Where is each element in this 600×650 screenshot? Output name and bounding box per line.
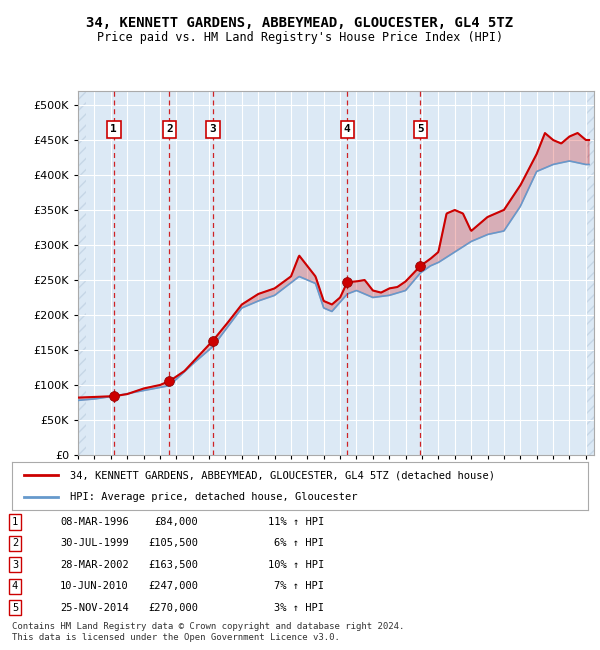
Text: £163,500: £163,500 [148,560,198,570]
Text: 28-MAR-2002: 28-MAR-2002 [60,560,129,570]
Text: 34, KENNETT GARDENS, ABBEYMEAD, GLOUCESTER, GL4 5TZ: 34, KENNETT GARDENS, ABBEYMEAD, GLOUCEST… [86,16,514,31]
Text: 5: 5 [12,603,18,613]
Text: 6% ↑ HPI: 6% ↑ HPI [274,538,324,549]
Point [208,335,218,346]
Text: 4: 4 [344,125,350,135]
Text: 5: 5 [417,125,424,135]
Text: 34, KENNETT GARDENS, ABBEYMEAD, GLOUCESTER, GL4 5TZ (detached house): 34, KENNETT GARDENS, ABBEYMEAD, GLOUCEST… [70,470,494,480]
Text: 25-NOV-2014: 25-NOV-2014 [60,603,129,613]
Point [343,277,352,287]
Text: 11% ↑ HPI: 11% ↑ HPI [268,517,324,527]
Text: 3: 3 [209,125,217,135]
Text: 4: 4 [12,581,18,592]
Text: £247,000: £247,000 [148,581,198,592]
Text: 7% ↑ HPI: 7% ↑ HPI [274,581,324,592]
Text: 1: 1 [12,517,18,527]
Point [109,391,119,402]
Point [164,376,174,386]
Text: 3: 3 [12,560,18,570]
Text: £84,000: £84,000 [154,517,198,527]
Text: HPI: Average price, detached house, Gloucester: HPI: Average price, detached house, Glou… [70,491,357,502]
Text: 1: 1 [110,125,117,135]
Text: Contains HM Land Registry data © Crown copyright and database right 2024.
This d: Contains HM Land Registry data © Crown c… [12,622,404,642]
Text: £105,500: £105,500 [148,538,198,549]
Text: 08-MAR-1996: 08-MAR-1996 [60,517,129,527]
Text: 2: 2 [12,538,18,549]
Text: Price paid vs. HM Land Registry's House Price Index (HPI): Price paid vs. HM Land Registry's House … [97,31,503,44]
Text: 10% ↑ HPI: 10% ↑ HPI [268,560,324,570]
Text: 2: 2 [166,125,173,135]
Text: £270,000: £270,000 [148,603,198,613]
Text: 10-JUN-2010: 10-JUN-2010 [60,581,129,592]
Text: 30-JUL-1999: 30-JUL-1999 [60,538,129,549]
Point [416,261,425,271]
Text: 3% ↑ HPI: 3% ↑ HPI [274,603,324,613]
